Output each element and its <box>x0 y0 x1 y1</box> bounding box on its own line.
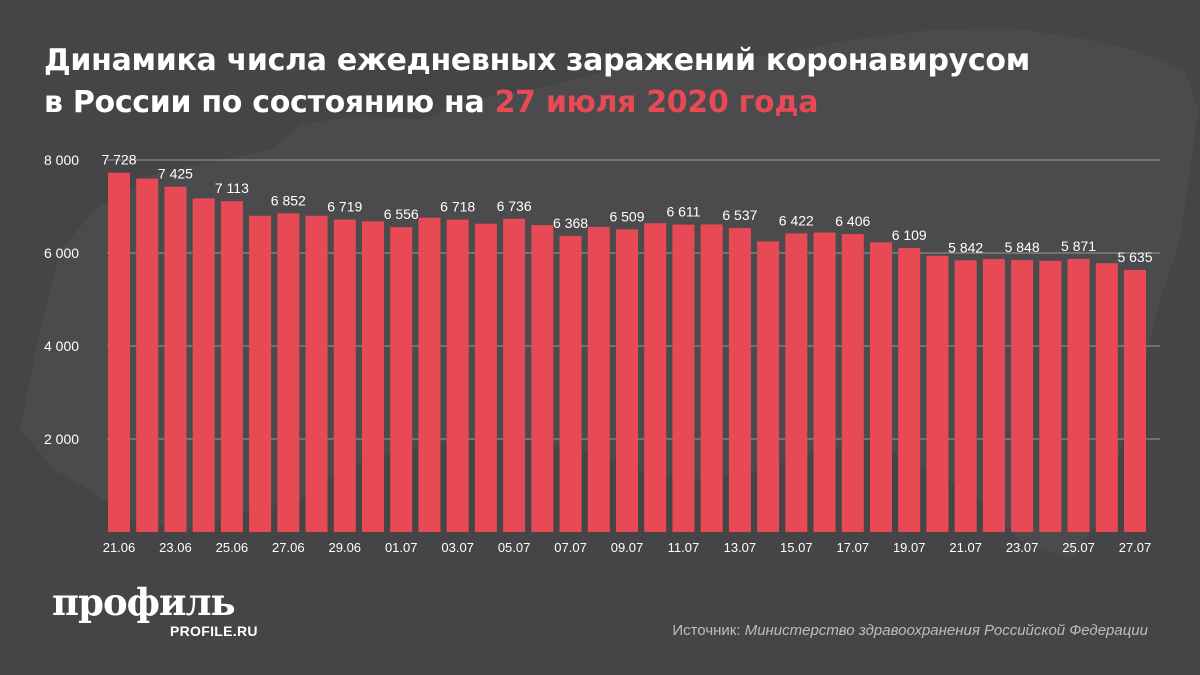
source-text: Министерство здравоохранения Российской … <box>744 622 1148 639</box>
bar <box>616 229 638 533</box>
data-label: 5 871 <box>1061 238 1096 254</box>
data-label: 7 728 <box>101 152 136 168</box>
bar <box>672 224 695 532</box>
data-label: 6 509 <box>609 208 644 224</box>
bar <box>1124 269 1146 532</box>
bar <box>277 213 300 532</box>
x-tick-label: 27.07 <box>1119 540 1152 555</box>
data-label: 6 719 <box>327 199 362 215</box>
x-tick-label: 23.06 <box>159 540 192 555</box>
title-date-accent: 27 июля 2020 года <box>494 85 819 120</box>
bar <box>164 186 187 533</box>
x-tick-label: 05.07 <box>498 540 531 555</box>
data-label: 6 556 <box>384 206 419 222</box>
x-tick-label: 15.07 <box>780 540 813 555</box>
x-tick-label: 03.07 <box>441 540 474 555</box>
y-tick-label: 8 000 <box>44 152 79 168</box>
x-tick-label: 25.07 <box>1062 540 1095 555</box>
bar <box>898 247 921 532</box>
bar <box>587 226 610 532</box>
data-label: 6 611 <box>666 204 700 220</box>
bar <box>559 235 582 532</box>
data-label: 6 422 <box>779 212 814 228</box>
bar <box>700 224 723 532</box>
bar <box>1095 263 1118 532</box>
bar <box>531 225 554 532</box>
profile-logo: профиль <box>52 580 236 624</box>
x-tick-label: 11.07 <box>668 540 700 555</box>
data-label: 6 406 <box>835 213 870 229</box>
y-tick-label: 4 000 <box>44 338 79 354</box>
bar <box>982 259 1005 532</box>
y-tick-label: 2 000 <box>44 431 79 447</box>
bar <box>446 219 469 532</box>
title-line-1: Динамика числа ежедневных заражений коро… <box>44 43 1030 78</box>
bar <box>249 215 272 533</box>
bar <box>1067 258 1090 532</box>
bar <box>644 223 667 533</box>
bar <box>418 217 441 532</box>
x-tick-label: 17.07 <box>837 540 870 555</box>
bar <box>220 201 243 533</box>
bar <box>785 233 808 532</box>
data-label: 6 368 <box>553 215 588 231</box>
x-tick-label: 13.07 <box>724 540 757 555</box>
bar <box>757 241 780 532</box>
x-tick-label: 29.06 <box>329 540 362 555</box>
x-tick-label: 07.07 <box>554 540 587 555</box>
bar <box>362 221 384 532</box>
page-title: Динамика числа ежедневных заражений коро… <box>44 40 1030 124</box>
bar <box>192 198 215 533</box>
bar <box>841 234 864 532</box>
source-label: Источник: <box>672 622 745 639</box>
bar <box>305 215 328 533</box>
bar <box>870 242 892 532</box>
bar <box>1011 260 1034 532</box>
bar <box>813 232 836 533</box>
data-label: 7 425 <box>158 166 193 182</box>
data-label: 5 842 <box>948 239 983 255</box>
data-label: 6 718 <box>440 199 475 215</box>
data-label: 6 537 <box>722 207 757 223</box>
bar <box>503 218 526 532</box>
bar <box>333 219 356 532</box>
x-tick-label: 25.06 <box>216 540 249 555</box>
x-tick-label: 01.07 <box>385 540 418 555</box>
y-tick-label: 6 000 <box>44 245 79 261</box>
x-tick-label: 19.07 <box>893 540 926 555</box>
bar <box>136 178 159 532</box>
data-label: 6 109 <box>892 227 927 243</box>
bar <box>1039 260 1062 532</box>
x-tick-label: 27.06 <box>272 540 305 555</box>
data-label: 6 852 <box>271 192 306 208</box>
profile-logo-domain: PROFILE.RU <box>170 623 258 639</box>
bar <box>108 172 130 532</box>
title-line-2-prefix: в России по состоянию на <box>44 85 495 120</box>
x-tick-label: 21.07 <box>949 540 982 555</box>
data-label: 5 635 <box>1117 249 1152 265</box>
bar <box>926 255 949 533</box>
source-note: Источник: Министерство здравоохранения Р… <box>672 622 1148 639</box>
bar <box>954 260 977 532</box>
x-tick-label: 09.07 <box>611 540 644 555</box>
x-tick-label: 21.06 <box>103 540 136 555</box>
bar <box>728 228 751 533</box>
data-label: 6 736 <box>497 198 532 214</box>
bar <box>390 227 413 532</box>
data-label: 7 113 <box>215 180 249 196</box>
bar <box>474 223 497 532</box>
x-tick-label: 23.07 <box>1006 540 1039 555</box>
data-label: 5 848 <box>1005 239 1040 255</box>
